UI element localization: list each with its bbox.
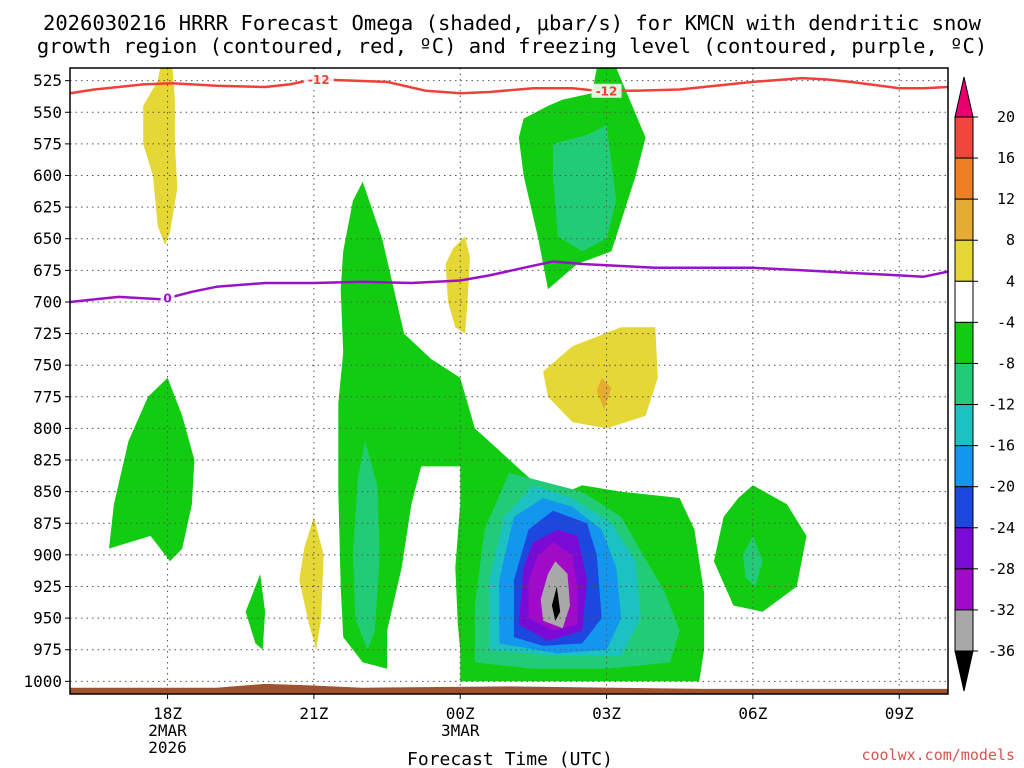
x-tick-label-11-0: 03Z <box>592 704 621 723</box>
y-tick-label-550: 550 <box>33 103 62 122</box>
y-tick-label-850: 850 <box>33 482 62 501</box>
plot-frame <box>69 67 949 695</box>
contour-label-bg <box>303 72 334 87</box>
colorbar-label-3: 8 <box>1006 231 1015 249</box>
y-tick-label-525: 525 <box>33 71 62 90</box>
contour-label-dgz-0: -12 <box>308 73 330 87</box>
y-tick-label-750: 750 <box>33 356 62 375</box>
colorbar-swatch-3 <box>954 239 974 282</box>
y-tick-label-825: 825 <box>33 451 62 470</box>
surface-band <box>70 683 948 694</box>
colorbar-label-8: -16 <box>988 437 1015 455</box>
colorbar-label-9: -20 <box>988 478 1015 496</box>
colorbar-label-7: -12 <box>988 396 1015 414</box>
colorbar-arrow-bottom <box>954 650 974 692</box>
colorbar-swatch-5 <box>954 321 974 364</box>
y-tick-label-900: 900 <box>33 545 62 564</box>
colorbar-swatch-10 <box>954 527 974 570</box>
omega-region-yellow-right <box>543 327 658 429</box>
colorbar-swatch-1 <box>954 157 974 200</box>
x-tick-label-5-0: 21Z <box>299 704 328 723</box>
y-tick-label-725: 725 <box>33 324 62 343</box>
y-tick-label-925: 925 <box>33 577 62 596</box>
x-tick-label-2-0: 18Z <box>153 704 182 723</box>
omega-region-orange-right <box>596 377 612 410</box>
colorbar: 20 16 12 8 4 -4 -8 -12 -16 -20 -24 -28 -32 -36 <box>954 76 1015 692</box>
colorbar-label-11: -28 <box>988 560 1015 578</box>
x-tick-label-8-1: 3MAR <box>441 721 480 740</box>
y-tick-label-675: 675 <box>33 261 62 280</box>
y-tick-label-800: 800 <box>33 419 62 438</box>
colorbar-label-0: 20 <box>997 108 1015 126</box>
y-tick-label-650: 650 <box>33 229 62 248</box>
x-tick-label-14-0: 06Z <box>738 704 767 723</box>
colorbar-swatch-7 <box>954 404 974 447</box>
y-tick-label-600: 600 <box>33 166 62 185</box>
colorbar-swatch-12 <box>954 609 974 652</box>
y-tick-label-975: 975 <box>33 640 62 659</box>
pressure-axis: 525 550 575 600 625 650 675 700 725 750 775 800 825 8… <box>23 71 70 691</box>
colorbar-swatch-11 <box>954 568 974 611</box>
y-tick-label-700: 700 <box>33 292 62 311</box>
contour-label-dgz-1: -12 <box>596 84 618 98</box>
grid-lines <box>70 68 948 694</box>
y-tick-label-1000: 1000 <box>23 672 62 691</box>
x-tick-label-2-2: 2026 <box>148 738 187 757</box>
x-tick-label-2-1: 2MAR <box>148 721 187 740</box>
contour-dgz <box>70 76 948 95</box>
chart-title-line1: 2026030216 HRRR Forecast Omega (shaded, … <box>43 11 982 35</box>
contour-label-bg <box>591 83 622 98</box>
chart-title-line2: growth region (contoured, red, ºC) and f… <box>37 34 987 58</box>
omega-shaded-regions <box>70 68 948 694</box>
colorbar-label-13: -36 <box>988 642 1015 660</box>
colorbar-swatch-2 <box>954 198 974 241</box>
omega-region-green-left <box>109 377 195 562</box>
y-tick-label-575: 575 <box>33 134 62 153</box>
x-axis-label: Forecast Time (UTC) <box>407 749 613 768</box>
omega-region-teal-right <box>743 535 763 587</box>
credit-text: coolwx.com/models <box>861 746 1015 764</box>
colorbar-arrow-top <box>954 76 974 118</box>
y-tick-label-875: 875 <box>33 514 62 533</box>
contour-label-bg <box>160 291 175 306</box>
colorbar-swatch-4 <box>954 280 974 323</box>
colorbar-label-1: 16 <box>997 149 1015 167</box>
y-tick-label-775: 775 <box>33 387 62 406</box>
temperature-contours: -12 -12 0 <box>70 72 948 306</box>
colorbar-label-2: 12 <box>997 190 1015 208</box>
y-tick-label-625: 625 <box>33 198 62 217</box>
omega-region-teal-upper-right <box>552 124 617 252</box>
omega-region-green-right <box>713 485 807 612</box>
colorbar-swatch-9 <box>954 486 974 529</box>
colorbar-label-12: -32 <box>988 601 1015 619</box>
x-tick-label-17-0: 09Z <box>885 704 914 723</box>
colorbar-swatch-0 <box>954 116 974 159</box>
colorbar-label-10: -24 <box>988 519 1015 537</box>
colorbar-swatch-6 <box>954 362 974 406</box>
omega-region-black-core <box>551 586 561 621</box>
x-tick-label-8-0: 00Z <box>446 704 475 723</box>
omega-region-yellow-small-675 <box>445 236 470 334</box>
contour-label-freezing-level-0: 0 <box>163 292 171 306</box>
colorbar-label-4: 4 <box>1006 272 1015 290</box>
omega-region-teal-column <box>352 441 380 650</box>
colorbar-label-6: -8 <box>997 354 1015 372</box>
y-tick-label-950: 950 <box>33 609 62 628</box>
omega-region-yellow-upper-left <box>143 68 178 246</box>
omega-region-green-small-950 <box>245 573 266 650</box>
omega-region-yellow-925 <box>299 516 324 650</box>
colorbar-swatch-8 <box>954 445 974 488</box>
colorbar-label-5: -4 <box>997 313 1015 331</box>
